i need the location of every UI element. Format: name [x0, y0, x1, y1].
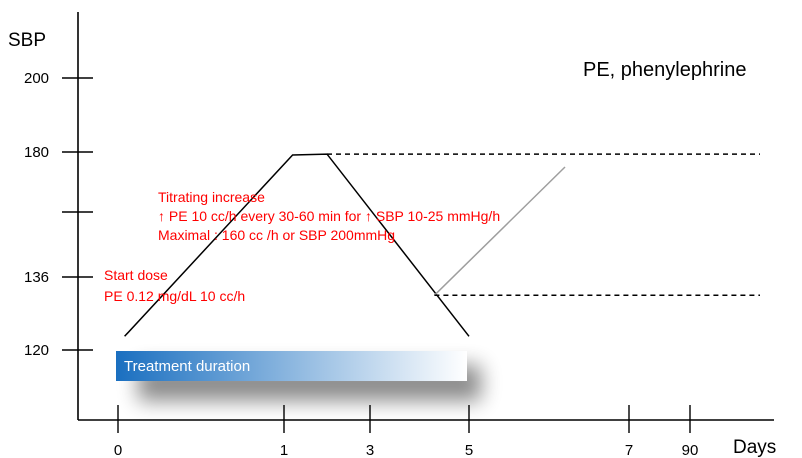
y-ticks: 200 180 136 120 [24, 70, 93, 359]
y-tick-label: 180 [24, 144, 49, 161]
x-tick-label: 1 [280, 442, 288, 458]
x-ticks: 0 1 3 5 7 90 [114, 405, 699, 458]
start-dose-annotation: Start dose PE 0.12 mg/dL 10 cc/h [104, 267, 245, 304]
treatment-duration-bar [116, 351, 467, 381]
titrating-annotation: Titrating increase ↑ PE 10 cc/h every 30… [158, 189, 504, 243]
y-tick-label: 120 [24, 342, 49, 359]
sbp-curves [124, 153, 760, 337]
x-tick-label: 3 [366, 442, 374, 458]
x-tick-label: 0 [114, 442, 122, 458]
y-tick-label: 200 [24, 70, 49, 87]
titrating-line: ↑ PE 10 cc/h every 30-60 min for ↑ SBP 1… [158, 208, 500, 224]
x-tick-label: 7 [625, 442, 633, 458]
start-dose-line: Start dose [104, 267, 168, 283]
sbp-line-main [124, 153, 470, 337]
sbp-line-alt [433, 166, 566, 296]
x-axis-title: Days [733, 437, 776, 458]
titrating-line: Titrating increase [158, 189, 265, 205]
y-axis-title: SBP [8, 30, 46, 51]
start-dose-line: PE 0.12 mg/dL 10 cc/h [104, 288, 245, 304]
x-tick-label: 90 [682, 442, 699, 458]
titrating-line: Maximal : 160 cc /h or SBP 200mmHg [158, 227, 395, 243]
y-tick-label: 136 [24, 269, 49, 286]
treatment-duration-label: Treatment duration [124, 358, 250, 375]
abbreviation-note: PE, phenylephrine [583, 59, 746, 81]
x-tick-label: 5 [465, 442, 473, 458]
